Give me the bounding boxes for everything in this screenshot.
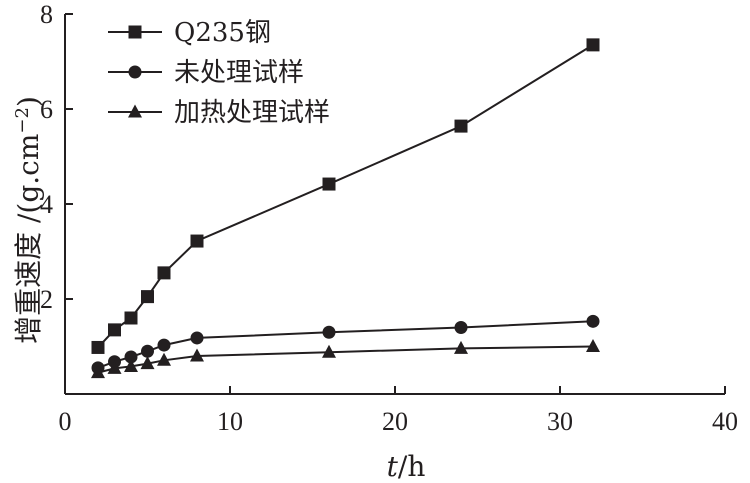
legend-marker [128, 25, 142, 39]
y-axis-title: 增重速度 /(g.cm−2) [12, 96, 46, 344]
legend-label: 加热处理试样 [174, 98, 330, 128]
data-point [322, 344, 336, 358]
series-layer [91, 38, 600, 379]
legend-label: Q235钢 [174, 18, 271, 48]
data-point [586, 314, 600, 328]
axes [64, 14, 725, 395]
data-point [107, 360, 122, 374]
y-tick-label: 4 [40, 190, 53, 219]
data-point [190, 234, 204, 248]
data-point [454, 119, 468, 133]
data-point [124, 311, 138, 325]
data-point [586, 339, 600, 352]
x-tick-label: 0 [59, 407, 72, 436]
data-point [586, 38, 600, 52]
legend-marker [128, 104, 142, 118]
data-point [141, 344, 154, 358]
series-line [97, 44, 594, 349]
data-point [454, 321, 468, 334]
data-point [108, 323, 121, 337]
x-axis-title-unit: /h [398, 450, 425, 483]
data-point [322, 325, 336, 339]
y-axis-title-close: ) [12, 96, 45, 107]
y-tick-label: 8 [40, 0, 53, 29]
series-1 [91, 38, 600, 354]
data-point [91, 340, 105, 354]
data-point [140, 356, 155, 370]
y-axis-title-superscript: −2 [12, 107, 33, 134]
data-point [91, 365, 105, 379]
x-axis-title: t/h [387, 450, 426, 483]
legend-item: 未处理试样 [108, 58, 304, 88]
data-point [190, 331, 204, 345]
x-tick-label: 20 [382, 407, 408, 436]
data-point [124, 350, 138, 364]
x-axis-title-variable: t [387, 450, 399, 483]
series-line [97, 320, 594, 369]
data-point [124, 358, 138, 372]
legend-label: 未处理试样 [174, 58, 304, 88]
y-axis-title-text: 增重速度 /(g.cm [12, 134, 45, 344]
series-2 [91, 314, 600, 375]
data-point [157, 266, 171, 280]
series-3 [91, 339, 600, 379]
legend-marker [128, 65, 142, 79]
data-point [157, 352, 171, 366]
data-point [190, 348, 204, 362]
data-point [157, 338, 171, 352]
y-tick-label: 6 [40, 95, 53, 124]
legend-item: 加热处理试样 [108, 98, 330, 128]
x-tick-label: 10 [217, 407, 243, 436]
x-tick-label: 30 [547, 407, 573, 436]
data-point [141, 290, 154, 304]
axis-ticks: 0 10 20 30 40 2 4 6 8 [40, 0, 738, 436]
y-tick-label: 2 [40, 285, 53, 314]
data-point [322, 177, 336, 191]
x-tick-label: 40 [712, 407, 738, 436]
data-point [454, 340, 468, 354]
series-line [97, 345, 594, 374]
legend-item: Q235钢 [108, 18, 271, 48]
